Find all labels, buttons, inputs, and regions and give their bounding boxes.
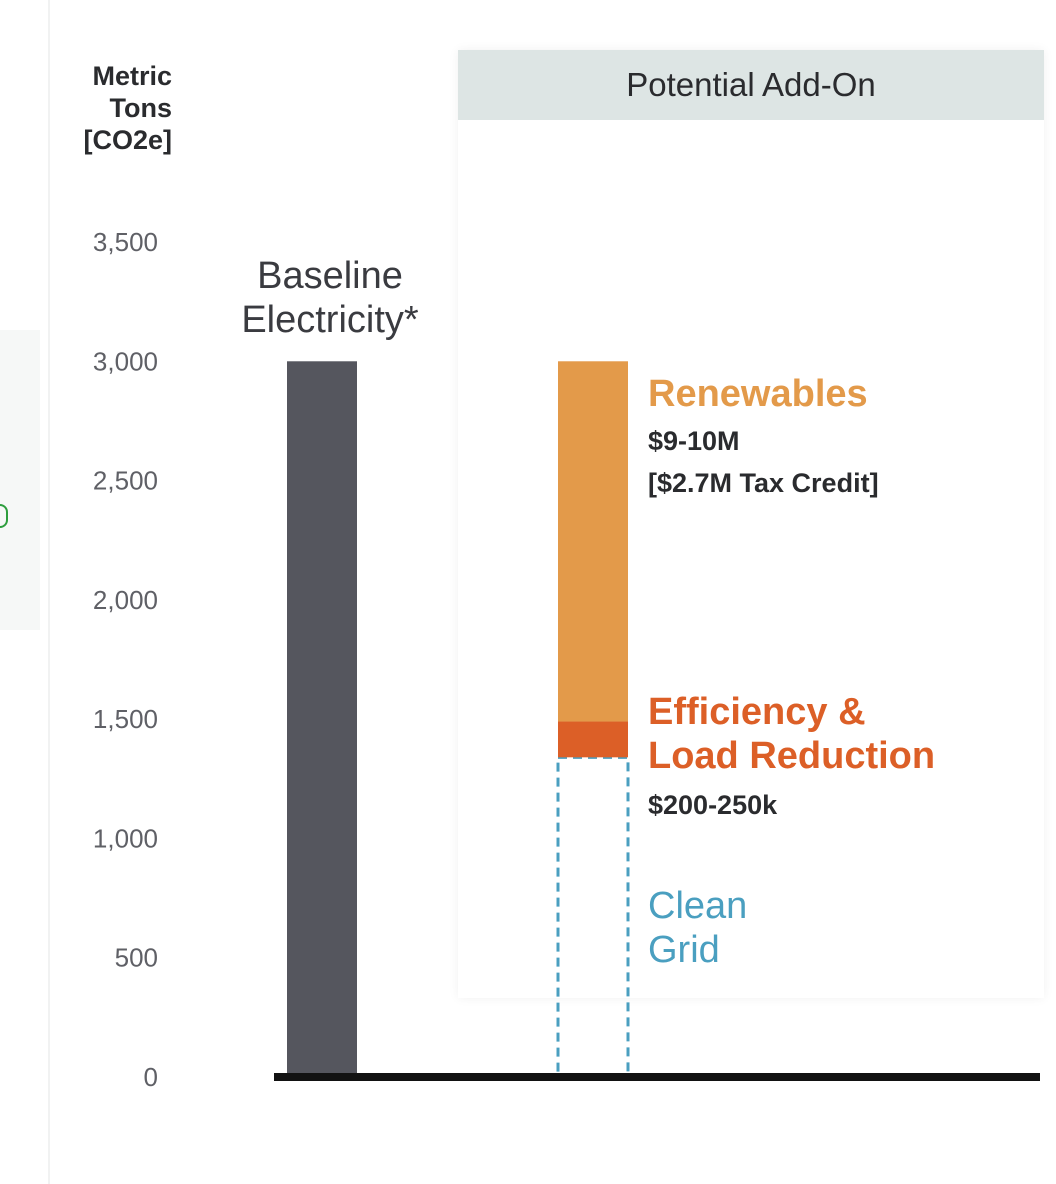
y-axis-unit-line-3: [CO2e] xyxy=(83,125,172,155)
y-axis-unit-line-1: Metric xyxy=(92,61,172,91)
y-tick-label: 0 xyxy=(144,1062,158,1092)
y-tick-label: 500 xyxy=(115,943,158,973)
potential-add-on-panel: Potential Add-On xyxy=(458,50,1044,998)
renewables-cost: $9-10M [$2.7M Tax Credit] xyxy=(648,420,879,504)
renewables-title: Renewables xyxy=(648,372,879,416)
clean-grid-segment xyxy=(556,755,630,1079)
background-side-strip xyxy=(0,330,40,630)
efficiency-annotation: Efficiency & Load Reduction $200-250k xyxy=(648,690,935,826)
baseline-label-line-2: Electricity* xyxy=(241,299,419,341)
y-tick-label: 3,500 xyxy=(93,227,158,257)
renewables-title-line-1: Renewables xyxy=(648,373,868,415)
clean-grid-annotation: Clean Grid xyxy=(648,884,747,972)
baseline-label-line-1: Baseline xyxy=(257,255,403,297)
y-tick-label: 2,000 xyxy=(93,585,158,615)
efficiency-cost-line-1: $200-250k xyxy=(648,790,778,820)
efficiency-title: Efficiency & Load Reduction xyxy=(648,690,935,778)
y-axis-ticks: 0 500 1,000 1,500 2,000 2,500 3,000 3,500 xyxy=(93,227,158,1092)
efficiency-title-line-1: Efficiency & xyxy=(648,691,866,733)
clean-grid-title-line-1: Clean xyxy=(648,885,748,927)
y-axis-unit-label: Metric Tons [CO2e] xyxy=(60,60,172,156)
y-axis-unit-line-2: Tons xyxy=(109,93,173,123)
y-tick-label: 1,000 xyxy=(93,823,158,853)
y-tick-label: 2,500 xyxy=(93,466,158,496)
efficiency-segment xyxy=(558,721,628,758)
efficiency-title-line-2: Load Reduction xyxy=(648,735,936,777)
y-tick-label: 1,500 xyxy=(93,704,158,734)
clean-grid-title-line-2: Grid xyxy=(648,929,720,971)
y-tick-label: 3,000 xyxy=(93,346,158,376)
clean-grid-title: Clean Grid xyxy=(648,884,747,972)
renewables-annotation: Renewables $9-10M [$2.7M Tax Credit] xyxy=(648,372,879,504)
potential-add-on-header: Potential Add-On xyxy=(458,50,1044,120)
baseline-category-label: Baseline Electricity* xyxy=(200,254,460,342)
baseline-electricity-bar xyxy=(287,361,357,1077)
efficiency-cost: $200-250k xyxy=(648,784,935,826)
renewables-cost-line-2: [$2.7M Tax Credit] xyxy=(648,468,879,498)
renewables-cost-line-1: $9-10M xyxy=(648,426,740,456)
renewables-segment xyxy=(558,361,628,722)
bars-group xyxy=(287,361,630,1079)
